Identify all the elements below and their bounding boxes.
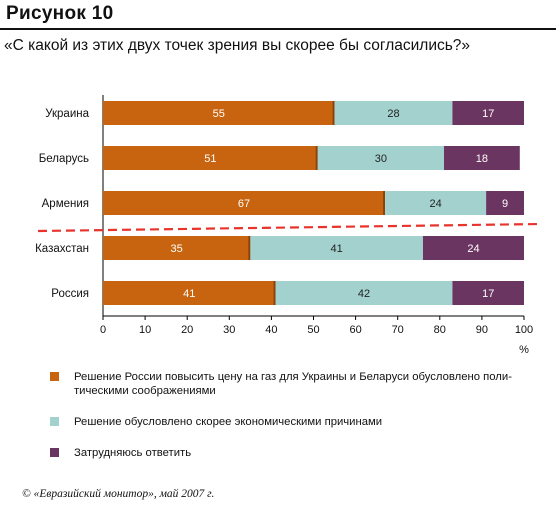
data-label: 17 (482, 288, 494, 300)
x-tick-label: 80 (434, 324, 446, 336)
category-label: Украина (45, 108, 89, 120)
legend-label-political: Решение России повысить цену на газ для … (74, 371, 512, 397)
data-label: 51 (204, 153, 216, 165)
bar-segment (103, 236, 251, 260)
bar-segment-edge (248, 236, 251, 260)
x-tick-label: 60 (349, 324, 361, 336)
bar-segment (103, 281, 276, 305)
data-label: 30 (375, 153, 387, 165)
legend-label-undecided: Затрудняюсь ответить (74, 447, 192, 459)
data-label: 55 (213, 108, 225, 120)
category-label: Беларусь (39, 153, 89, 165)
category-label: Армения (42, 198, 89, 210)
legend-swatch-economic (50, 417, 59, 426)
source-note: © «Евразийский монитор», май 2007 г. (22, 488, 215, 500)
chart-question: «С какой из этих двух точек зрения вы ск… (4, 37, 471, 54)
x-unit-label: % (519, 344, 529, 356)
x-tick-label: 20 (181, 324, 193, 336)
bar-segment (486, 191, 524, 215)
bar-segment-edge (315, 146, 318, 170)
legend-item-political: Решение России повысить цену на газ для … (50, 370, 530, 398)
x-tick-label: 40 (265, 324, 277, 336)
x-tick-label: 10 (139, 324, 151, 336)
data-label: 18 (476, 153, 488, 165)
bar-segment-edge (383, 191, 386, 215)
bar-segment (275, 281, 453, 305)
data-label: 41 (331, 243, 343, 255)
bar-segment (103, 191, 386, 215)
bar-segment (422, 236, 524, 260)
data-label: 24 (467, 243, 479, 255)
x-tick-label: 100 (515, 324, 533, 336)
x-tick-label: 50 (307, 324, 319, 336)
bar-segment (385, 191, 487, 215)
x-tick-label: 30 (223, 324, 235, 336)
bar-segment-edge (332, 101, 335, 125)
legend-swatch-undecided (50, 448, 59, 457)
category-label: Россия (51, 288, 89, 300)
bar-segment-edge (273, 281, 276, 305)
x-tick-label: 90 (476, 324, 488, 336)
legend-item-economic: Решение обусловлено скорее экономическим… (50, 415, 530, 429)
bar-segment (452, 281, 524, 305)
bar-segment (250, 236, 423, 260)
legend-label-economic: Решение обусловлено скорее экономическим… (74, 416, 383, 428)
header-rule (0, 28, 556, 30)
data-label: 42 (358, 288, 370, 300)
x-tick-label: 70 (392, 324, 404, 336)
bar-segment (452, 101, 524, 125)
divider-dashed-line (37, 222, 541, 233)
x-tick-label: 0 (100, 324, 106, 336)
legend-swatch-political (50, 372, 59, 381)
data-label: 41 (183, 288, 195, 300)
category-label: Казахстан (35, 243, 89, 255)
bar-segment (444, 146, 520, 170)
data-label: 24 (429, 198, 441, 210)
bar-segment (334, 101, 453, 125)
bar-segment (317, 146, 445, 170)
bar-segment (103, 101, 335, 125)
data-label: 35 (171, 243, 183, 255)
data-label: 9 (502, 198, 508, 210)
stacked-bar-chart: 0 10 20 30 40 50 60 70 80 90 100% Украина 55 28 17 Бела… (35, 95, 541, 356)
figure-header: Рисунок 10 «С какой из этих двух точек з… (0, 0, 556, 62)
figure-label: Рисунок 10 (6, 3, 114, 24)
data-label: 17 (482, 108, 494, 120)
bar-segment (103, 146, 318, 170)
legend-item-undecided: Затрудняюсь ответить (50, 446, 530, 460)
data-label: 28 (387, 108, 399, 120)
data-label: 67 (238, 198, 250, 210)
